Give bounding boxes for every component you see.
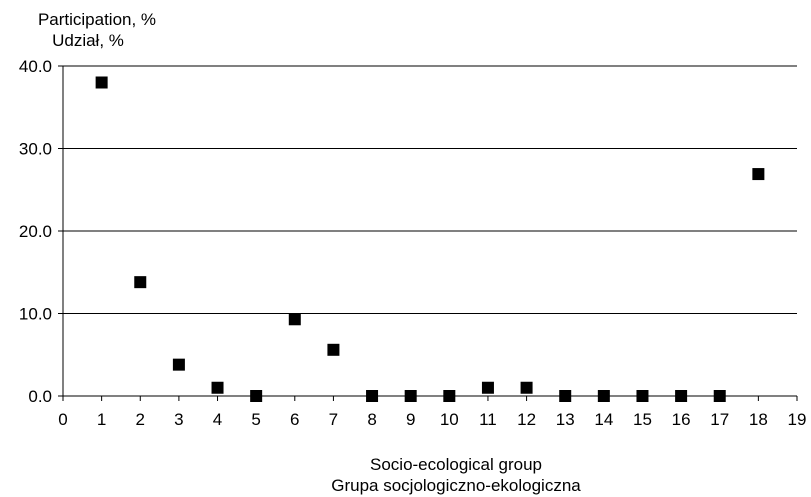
y-axis-title-secondary: Udział, %	[52, 31, 124, 50]
data-point-9	[404, 390, 417, 402]
data-point-5	[250, 390, 263, 402]
data-point-6	[288, 313, 301, 326]
data-point-16	[675, 390, 688, 402]
y-tick-label-2: 20.0	[19, 222, 52, 241]
data-point-3	[172, 358, 185, 371]
data-point-11	[481, 381, 494, 394]
y-tick-label-3: 30.0	[19, 140, 52, 159]
x-axis-title: Socio-ecological group	[370, 455, 542, 474]
data-point-10	[443, 390, 456, 402]
x-tick-label-19: 19	[788, 410, 807, 429]
x-tick-label-18: 18	[749, 410, 768, 429]
x-tick-label-17: 17	[710, 410, 729, 429]
x-tick-label-16: 16	[672, 410, 691, 429]
y-tick-label-1: 10.0	[19, 305, 52, 324]
gridlines	[63, 65, 797, 314]
x-tick-label-15: 15	[633, 410, 652, 429]
x-axis-title-secondary: Grupa socjologiczno-ekologiczna	[331, 476, 581, 495]
x-tick-label-9: 9	[406, 410, 415, 429]
x-tick-label-6: 6	[290, 410, 299, 429]
x-tick-label-12: 12	[517, 410, 536, 429]
data-point-8	[366, 390, 379, 402]
x-tick-label-0: 0	[58, 410, 67, 429]
data-point-2	[134, 276, 147, 289]
x-tick-label-3: 3	[174, 410, 183, 429]
x-tick-label-2: 2	[136, 410, 145, 429]
x-tick-labels: 0 1 2 3 4 5 6 7 8 9 10 11 12 13 14 15 16 17 18 19	[58, 396, 806, 429]
x-tick-label-14: 14	[594, 410, 613, 429]
data-point-17	[713, 390, 726, 402]
data-point-12	[520, 381, 533, 394]
x-tick-label-11: 11	[479, 410, 497, 429]
x-tick-label-7: 7	[329, 410, 338, 429]
data-point-4	[211, 381, 224, 394]
y-tick-label-4: 40.0	[19, 57, 52, 76]
data-point-1	[95, 76, 108, 89]
data-point-13	[559, 390, 572, 402]
data-point-18	[752, 168, 765, 181]
x-tick-label-13: 13	[556, 410, 575, 429]
x-tick-label-8: 8	[367, 410, 376, 429]
x-tick-label-10: 10	[440, 410, 459, 429]
data-point-7	[327, 343, 340, 356]
data-points	[95, 76, 765, 402]
data-point-15	[636, 390, 649, 402]
y-tick-labels: 0.0 10.0 20.0 30.0 40.0	[19, 57, 63, 406]
y-axis-title: Participation, %	[38, 10, 156, 29]
y-tick-label-0: 0.0	[28, 387, 52, 406]
x-tick-label-4: 4	[213, 410, 222, 429]
x-tick-label-1: 1	[97, 410, 106, 429]
data-point-14	[597, 390, 610, 402]
x-tick-label-5: 5	[251, 410, 260, 429]
